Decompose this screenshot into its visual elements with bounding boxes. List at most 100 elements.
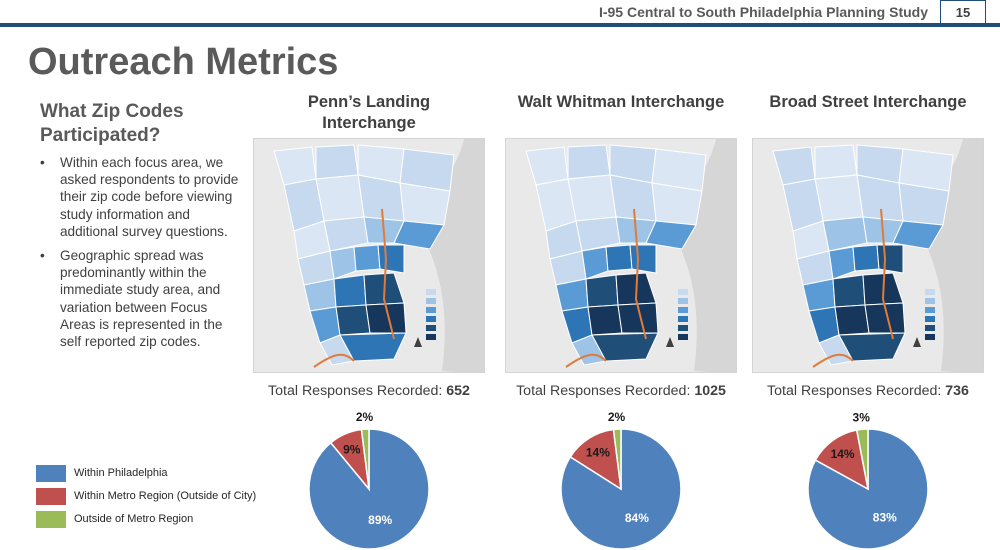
responses-label: Total Responses Recorded:	[767, 383, 942, 399]
highway-line	[313, 353, 355, 368]
zip-map-svg	[772, 139, 983, 372]
panel-title-line: Walt Whitman Interchange	[517, 93, 725, 111]
zip-region	[852, 244, 880, 272]
zip-region	[555, 278, 589, 312]
bullet-dot-icon: •	[40, 155, 45, 170]
zip-map-svg	[525, 139, 736, 372]
i95-corridor-line	[633, 208, 647, 340]
legend-swatch	[36, 510, 66, 528]
map-legend-swatch	[426, 316, 436, 322]
pie-legend: Within Philadelphia Within Metro Region …	[36, 462, 286, 531]
pie-slice	[807, 428, 929, 550]
highway-line	[812, 353, 854, 368]
panel-title-line: Broad Street Interchange	[769, 93, 967, 111]
pie-data-label: 14%	[831, 447, 855, 461]
map-legend-swatch	[426, 298, 436, 304]
highway-line	[565, 353, 607, 368]
map-legend-swatch	[426, 289, 436, 295]
i95-corridor-line	[880, 208, 894, 340]
zip-region	[581, 246, 609, 280]
legend-label: Outside of Metro Region	[74, 513, 194, 525]
zip-region	[273, 146, 317, 186]
zip-region	[399, 182, 451, 226]
pie-slice	[360, 428, 370, 490]
panel-walt-whitman: Walt Whitman Interchange Total Responses…	[505, 92, 737, 550]
zip-region	[587, 304, 623, 336]
panel-title-line: Interchange	[322, 114, 416, 132]
pie-slice	[855, 428, 869, 490]
zip-region	[353, 244, 381, 272]
zip-region	[651, 182, 703, 226]
zip-map-svg	[273, 139, 484, 372]
pie-data-label: 9%	[343, 442, 361, 456]
zip-region	[315, 144, 359, 180]
zip-region	[834, 304, 870, 336]
zip-region	[772, 146, 816, 186]
total-responses: Total Responses Recorded: 652	[243, 383, 495, 399]
zip-region	[585, 274, 619, 308]
map-legend-swatch	[426, 307, 436, 313]
zip-region	[329, 246, 357, 280]
study-title: I-95 Central to South Philadelphia Plann…	[598, 4, 928, 20]
zip-region	[377, 244, 405, 274]
zip-region	[605, 244, 633, 272]
zip-region	[876, 244, 904, 274]
map-legend-swatch	[925, 325, 935, 331]
left-heading: What Zip Codes Participated?	[40, 101, 184, 146]
map-legend-swatch	[426, 334, 436, 340]
panel-penns-landing: Penn’s Landing Interchange Total Respons…	[253, 92, 485, 550]
page-number: 15	[940, 0, 986, 25]
map-legend-swatch	[925, 316, 935, 322]
panel-title-line: Penn’s Landing	[307, 93, 431, 111]
pie-data-label: 83%	[873, 510, 897, 524]
zip-code-map	[505, 138, 737, 373]
zip-region	[303, 278, 337, 312]
pie-chart: 83% 14% 3%	[807, 410, 929, 550]
map-legend-swatch	[678, 316, 688, 322]
responses-value: 652	[446, 383, 470, 399]
map-legend-swatch	[678, 307, 688, 313]
map-legend-swatch	[426, 325, 436, 331]
header-divider	[0, 23, 1000, 27]
map-legend-swatch	[925, 334, 935, 340]
map-legend	[678, 289, 688, 340]
pie-data-label: 14%	[586, 446, 610, 460]
responses-label: Total Responses Recorded:	[268, 383, 443, 399]
north-arrow-icon	[666, 337, 674, 347]
map-legend	[426, 289, 436, 340]
zip-region	[629, 244, 657, 274]
zip-region	[339, 332, 407, 362]
map-legend-swatch	[925, 307, 935, 313]
zip-region	[802, 278, 836, 312]
pie-data-label: 2%	[356, 410, 374, 424]
bullet-item: • Geographic spread was predominantly wit…	[40, 247, 240, 350]
pie-data-label: 2%	[608, 410, 626, 424]
map-legend-swatch	[925, 298, 935, 304]
total-responses: Total Responses Recorded: 736	[742, 383, 994, 399]
map-legend	[925, 289, 935, 340]
map-legend-swatch	[678, 289, 688, 295]
responses-label: Total Responses Recorded:	[516, 383, 691, 399]
pie-chart: 84% 14% 2%	[560, 410, 682, 550]
bullet-list: • Within each focus area, we asked respon…	[40, 154, 240, 357]
legend-item: Outside of Metro Region	[36, 508, 286, 530]
pie-chart: 89% 9% 2%	[308, 410, 430, 550]
legend-item: Within Philadelphia	[36, 462, 286, 484]
north-arrow-icon	[913, 337, 921, 347]
zip-region	[898, 182, 950, 226]
zip-region	[393, 220, 445, 250]
zip-region	[315, 174, 365, 222]
i95-corridor-line	[381, 208, 395, 340]
map-legend-swatch	[925, 289, 935, 295]
pie-slice	[814, 429, 870, 491]
zip-region	[567, 144, 611, 180]
zip-region	[814, 174, 864, 222]
bullet-item: • Within each focus area, we asked respon…	[40, 154, 240, 240]
zip-region	[814, 144, 858, 180]
map-legend-swatch	[678, 298, 688, 304]
zip-region	[645, 220, 697, 250]
north-arrow-icon	[414, 337, 422, 347]
map-legend-swatch	[678, 325, 688, 331]
pie-slice	[569, 428, 622, 491]
zip-region	[335, 304, 371, 336]
